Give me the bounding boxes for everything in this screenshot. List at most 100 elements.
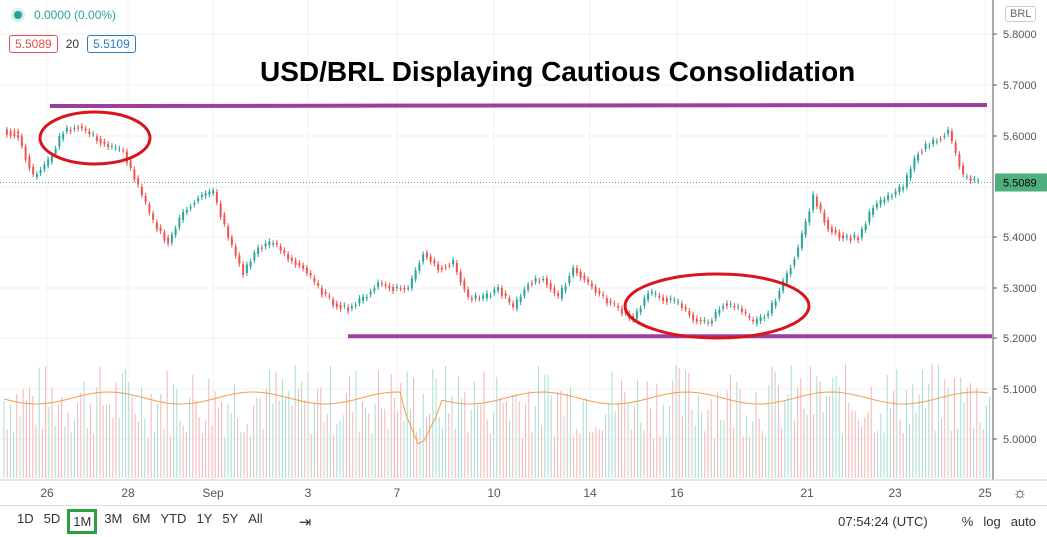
goto-date-icon[interactable]: ⇥: [298, 513, 312, 531]
change-text: 0.0000 (0.00%): [34, 8, 117, 22]
candle-body: [437, 264, 440, 271]
candle-body: [253, 252, 256, 261]
candle-body: [467, 289, 470, 297]
candle-body: [332, 299, 335, 306]
range-ytd[interactable]: YTD: [160, 511, 187, 526]
candle-body: [699, 319, 702, 322]
candle-body: [174, 228, 177, 236]
clock: 07:54:24 (UTC): [838, 514, 928, 529]
range-3m[interactable]: 3M: [104, 511, 123, 526]
candle-body: [812, 194, 815, 210]
range-6m[interactable]: 6M: [132, 511, 151, 526]
price-tick-label: 5.1000: [1003, 384, 1037, 396]
highlight-ellipse: [38, 110, 152, 166]
candle-body: [32, 166, 35, 175]
candle-body: [860, 228, 863, 238]
candle-body: [377, 282, 380, 287]
candle-body: [542, 278, 545, 280]
range-all[interactable]: All: [248, 511, 263, 526]
status-dot-icon: [14, 11, 22, 19]
legend: 0.0000 (0.00%): [14, 8, 116, 22]
candle-body: [110, 145, 113, 147]
settings-gear-icon[interactable]: ☼: [1013, 485, 1028, 502]
candle-body: [508, 298, 511, 303]
candle-body: [144, 195, 147, 202]
candle-body: [99, 138, 102, 144]
currency-label[interactable]: BRL: [1005, 6, 1037, 22]
range-5y[interactable]: 5Y: [222, 511, 239, 526]
candle-body: [182, 211, 185, 220]
candle-body: [969, 178, 972, 181]
candle-body: [838, 232, 841, 239]
candle-body: [920, 151, 923, 153]
candle-body: [287, 254, 290, 260]
candle-body: [890, 196, 893, 198]
candle-body: [778, 290, 781, 299]
candle-body: [69, 130, 72, 132]
candle-body: [759, 316, 762, 322]
candle-body: [965, 176, 968, 178]
candle-body: [54, 148, 57, 155]
candle-body: [973, 178, 976, 180]
ma-period: 20: [65, 37, 80, 51]
candle-body: [827, 219, 830, 230]
candle-body: [590, 283, 593, 287]
candle-body: [309, 273, 312, 276]
candle-body: [47, 159, 50, 166]
candle-body: [722, 306, 725, 309]
percent-toggle[interactable]: %: [961, 514, 974, 529]
candle-body: [962, 165, 965, 175]
candle-body: [609, 300, 612, 303]
candle-body: [823, 212, 826, 223]
candle-body: [639, 308, 642, 313]
candle-body: [88, 131, 91, 135]
candle-body: [879, 199, 882, 205]
candle-body: [958, 154, 961, 167]
candle-body: [230, 237, 233, 245]
candle-body: [43, 164, 46, 170]
candle-body: [5, 131, 8, 135]
candle-body: [770, 302, 773, 314]
range-5d[interactable]: 5D: [43, 511, 61, 526]
candle-body: [692, 314, 695, 321]
candle-body: [909, 168, 912, 179]
candle-body: [365, 296, 368, 299]
range-1d[interactable]: 1D: [17, 511, 34, 526]
candle-body: [613, 303, 616, 305]
candle-body: [620, 308, 623, 314]
candle-body: [418, 263, 421, 271]
price-chart[interactable]: 5.8000 5.7000 5.6000 5.4000 5.3000 5.2000 5.10…: [0, 0, 1047, 505]
log-toggle[interactable]: log: [983, 514, 1001, 529]
candle-body: [523, 289, 526, 296]
candle-body: [568, 276, 571, 284]
candle-body: [864, 224, 867, 231]
time-tick-label: 23: [888, 486, 902, 500]
candle-body: [193, 203, 196, 205]
candle-body: [264, 243, 267, 247]
candle-body: [320, 288, 323, 295]
candle-body: [294, 260, 297, 265]
auto-toggle[interactable]: auto: [1010, 514, 1036, 529]
candle-body: [414, 270, 417, 280]
candle-body: [617, 305, 620, 308]
candle-body: [643, 298, 646, 306]
candle-body: [58, 136, 61, 147]
candle-body: [662, 297, 665, 301]
range-1y[interactable]: 1Y: [196, 511, 213, 526]
candle-body: [399, 288, 402, 290]
candle-body: [684, 307, 687, 310]
candle-body: [17, 135, 20, 138]
candle-body: [665, 298, 668, 302]
candle-body: [887, 195, 890, 200]
candle-body: [137, 178, 140, 185]
candle-body: [605, 298, 608, 304]
candle-body: [167, 237, 170, 244]
candle-body: [497, 287, 500, 291]
candle-body: [834, 230, 837, 233]
candle-body: [448, 265, 451, 267]
candle-body: [392, 286, 395, 291]
candle-body: [755, 319, 758, 324]
time-tick-label: Sep: [202, 486, 224, 500]
range-1m[interactable]: 1M: [67, 509, 98, 534]
candle-body: [572, 267, 575, 276]
